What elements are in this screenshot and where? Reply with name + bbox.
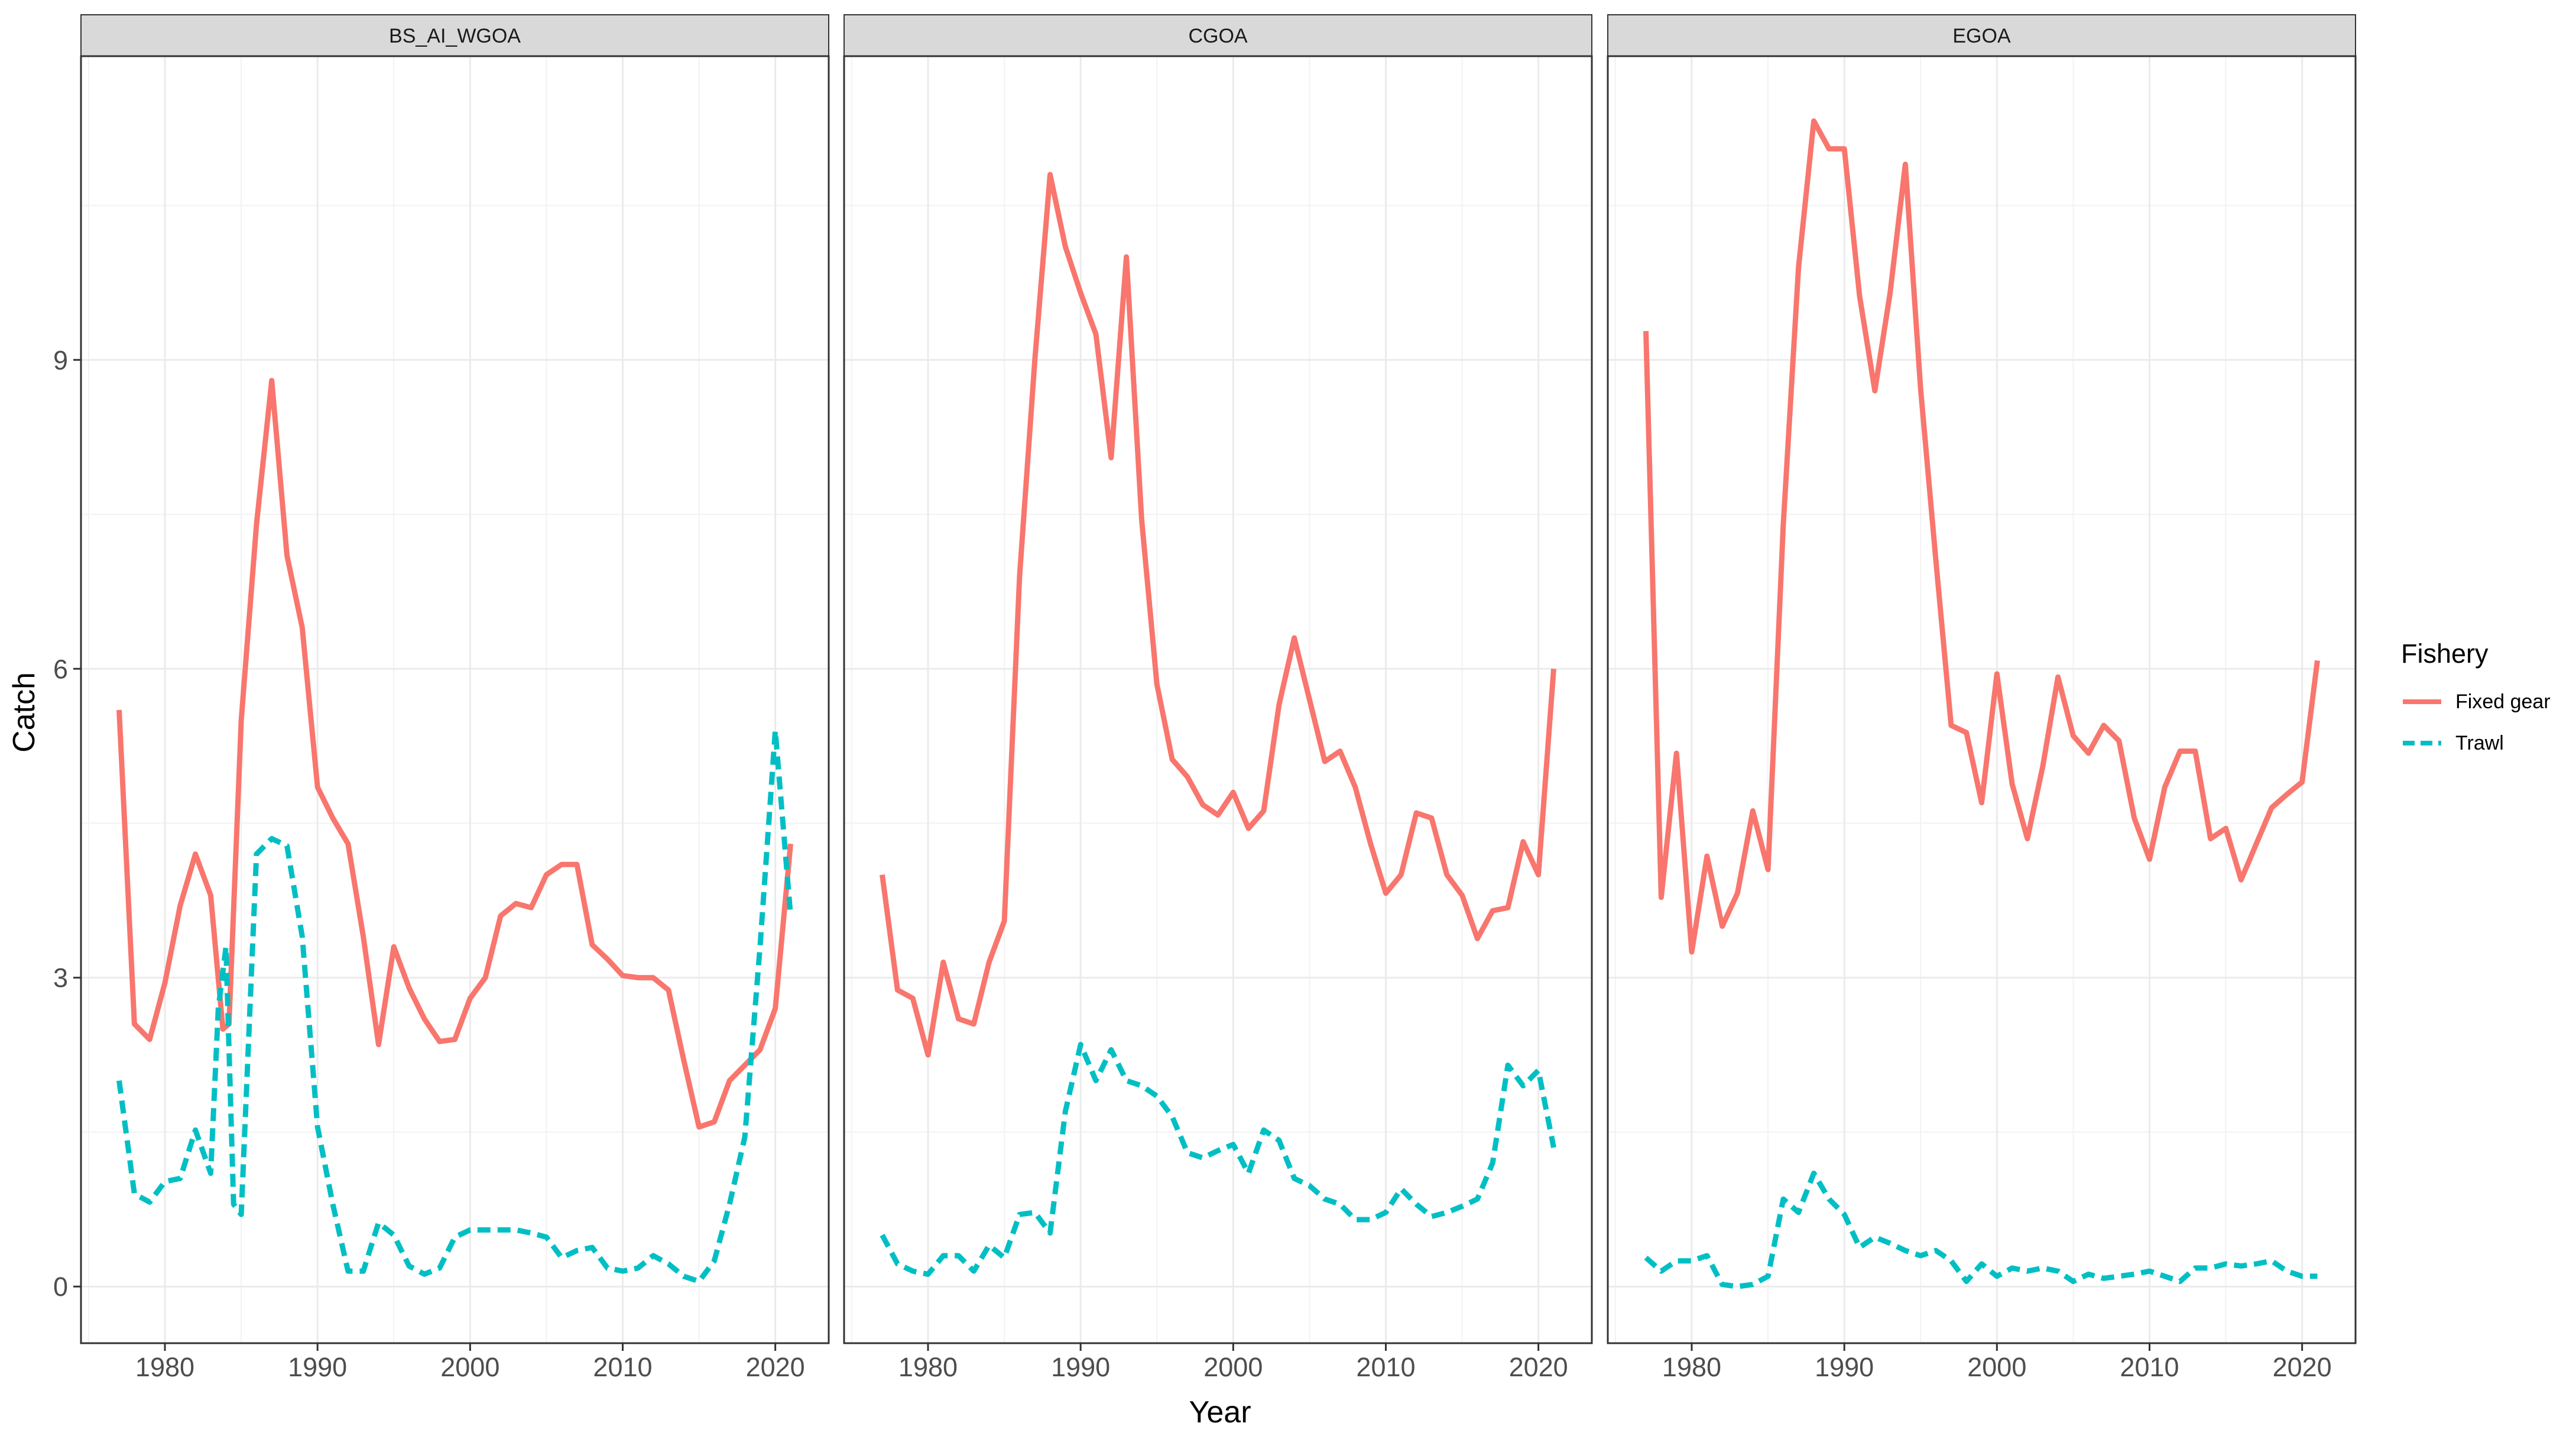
x-axis-title: Year (1189, 1395, 1251, 1429)
strip-cgoa (843, 14, 1592, 57)
panel-cgoa: CGOA 1980 1990 2000 2010 2020 (843, 14, 1593, 1382)
y-axis-title: Catch (7, 672, 41, 753)
x-tick-label: 1990 (1815, 1352, 1874, 1382)
plot-background-bs-ai-wgoa (81, 56, 829, 1343)
series-line-fixed-gear-cgoa (880, 171, 1556, 1058)
legend-item-trawl: Trawl (2403, 732, 2504, 754)
x-tick-label: 2020 (746, 1352, 805, 1382)
x-tick-label: 2020 (2273, 1352, 2332, 1382)
x-tick-label: 1990 (1051, 1352, 1110, 1382)
x-tick-label: 1980 (898, 1352, 958, 1382)
panel-border-bs-ai-wgoa (80, 55, 830, 1344)
x-tick-label: 2010 (593, 1352, 652, 1382)
y-tick-label: 3 (53, 963, 68, 993)
series-line-trawl-bs-ai-wgoa (116, 728, 793, 1284)
plot-background-cgoa (844, 56, 1592, 1343)
panel-bs-ai-wgoa: BS_AI_WGOA 1980 1990 2000 2010 2020 0 3 6 9 (53, 14, 830, 1382)
x-tick-label: 2000 (1203, 1352, 1263, 1382)
series-line-fixed-gear-egoa (1643, 118, 2320, 955)
x-tick-label: 2000 (440, 1352, 499, 1382)
plot-background-egoa (1608, 56, 2356, 1343)
series-line-trawl-cgoa (880, 1042, 1556, 1277)
strip-label-egoa: EGOA (1952, 25, 2011, 47)
strip-bs-ai-wgoa (80, 14, 829, 57)
chart-panels: BS_AI_WGOA 1980 1990 2000 2010 2020 0 3 6 9 CGOA 19… (53, 14, 2357, 1382)
strip-egoa (1607, 14, 2356, 57)
x-tick-label: 2020 (1509, 1352, 1568, 1382)
legend-title: Fishery (2401, 638, 2489, 669)
x-tick-label: 2000 (1967, 1352, 2026, 1382)
legend-label-fixed-gear: Fixed gear (2455, 691, 2551, 713)
y-tick-label: 6 (53, 654, 68, 684)
strip-label-bs-ai-wgoa: BS_AI_WGOA (389, 25, 521, 47)
y-tick-label: 0 (53, 1272, 68, 1302)
series-line-trawl-egoa (1644, 1171, 2318, 1289)
legend-label-trawl: Trawl (2455, 732, 2504, 754)
legend-item-fixed-gear: Fixed gear (2403, 691, 2551, 713)
x-tick-label: 1990 (288, 1352, 347, 1382)
series-line-fixed-gear-bs-ai-wgoa (116, 378, 793, 1130)
strip-label-cgoa: CGOA (1188, 25, 1247, 47)
x-tick-label: 1980 (1662, 1352, 1721, 1382)
x-tick-label: 2010 (2120, 1352, 2179, 1382)
panel-egoa: EGOA 1980 1990 2000 2010 2020 (1607, 14, 2357, 1382)
y-tick-label: 9 (53, 345, 68, 375)
panel-border-egoa (1607, 55, 2357, 1344)
legend: Fishery Fixed gear Trawl (2401, 638, 2551, 754)
x-tick-label: 2010 (1356, 1352, 1415, 1382)
panel-border-cgoa (843, 55, 1593, 1344)
x-tick-label: 1980 (135, 1352, 194, 1382)
